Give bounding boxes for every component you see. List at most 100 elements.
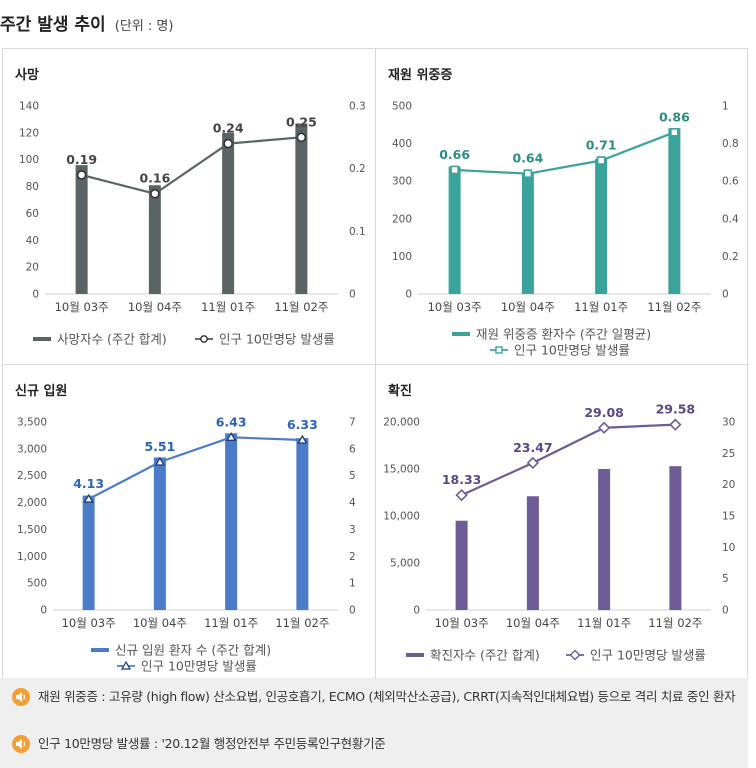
legend-bar-label: 확진자수 (주간 합계)	[430, 648, 540, 663]
legend-line-marker	[495, 346, 503, 354]
legend-bar-label: 사망자수 (주간 합계)	[57, 332, 167, 347]
y-left-tick-label: 120	[19, 127, 39, 139]
legend-bar-label: 신규 입원 환자 수 (주간 합계)	[115, 643, 271, 658]
x-tick-label: 10월 04주	[133, 616, 187, 630]
y-left-tick-label: 2,000	[17, 497, 47, 509]
bar	[526, 496, 539, 610]
data-label: 5.51	[144, 439, 175, 454]
chart-ventilator: 0 100 200 300 400 500 0 0.2 0.4 0.6 0.8 1 10월 03주 10월…	[392, 101, 739, 358]
bar	[82, 495, 95, 610]
y-right-tick-label: 0	[349, 289, 356, 301]
y-right-tick-label: 2	[349, 551, 356, 563]
y-left-tick-label: 200	[392, 213, 412, 225]
chart-grid: 사망 0 20 40 60 80 100 120 140 0 0.1 0.2 0.3 10월 03주 10…	[2, 48, 749, 681]
series-line	[461, 423, 676, 497]
y-left-tick-label: 1,500	[17, 524, 47, 536]
line-point	[526, 456, 540, 470]
x-tick-label: 10월 04주	[506, 616, 560, 630]
x-tick-label: 10월 03주	[55, 300, 109, 314]
chart-panel-admission: 신규 입원 0 500 1,000 1,500 2,000 2,500 3,000 3,500…	[3, 365, 376, 681]
series-line	[88, 436, 303, 501]
bar	[521, 172, 534, 294]
line-point	[83, 493, 94, 503]
y-right-tick-label: 6	[349, 443, 356, 455]
chart-panel-ventilator: 재원 위중증 0 100 200 300 400 500 0 0.2 0.4 0.6 0.8 1 10월…	[376, 49, 749, 365]
line-point	[670, 128, 679, 137]
y-left-tick-label: 1,000	[17, 551, 47, 563]
unit-label: (단위 : 명)	[114, 19, 174, 34]
bar	[225, 433, 238, 610]
y-left-tick-label: 500	[27, 578, 47, 590]
y-right-tick-label: 5	[349, 470, 356, 482]
bar	[669, 466, 682, 610]
legend-bar-label: 재원 위중증 환자수 (주간 일평균)	[476, 327, 651, 342]
line-point	[523, 169, 533, 178]
bar	[455, 520, 468, 610]
y-left-tick-label: 40	[26, 235, 39, 247]
legend-line-label: 인구 10만명당 발생률	[590, 648, 706, 663]
bar	[222, 132, 235, 294]
legend-line-label: 인구 10만명당 발생률	[141, 659, 257, 674]
speaker-icon	[12, 688, 30, 706]
legend-bar-swatch	[33, 337, 51, 341]
x-tick-label: 11월 02주	[274, 300, 328, 314]
line-point	[154, 456, 165, 466]
legend-bar-swatch	[91, 648, 109, 652]
data-label: 0.25	[286, 114, 317, 129]
y-right-tick-label: 0	[722, 289, 729, 301]
y-right-tick-label: 0.1	[349, 226, 366, 238]
legend-line-label: 인구 10만명당 발생률	[514, 343, 630, 358]
line-point	[596, 156, 606, 165]
y-left-tick-label: 3,500	[17, 417, 47, 429]
y-right-tick-label: 0.2	[349, 163, 366, 175]
y-left-tick-label: 80	[26, 181, 39, 193]
bar	[448, 166, 461, 294]
data-label: 0.19	[66, 152, 97, 167]
y-right-tick-label: 1	[349, 578, 356, 590]
chart-panel-confirmed: 확진 0 5,000 10,000 15,000 20,000 0 5 10 15 20 25 30 1…	[376, 365, 749, 681]
bar	[75, 165, 88, 294]
y-left-tick-label: 20	[26, 262, 39, 274]
y-right-tick-label: 5	[722, 573, 729, 585]
data-label: 0.71	[586, 138, 617, 153]
y-left-tick-label: 0	[405, 289, 412, 301]
x-tick-label: 10월 04주	[501, 300, 555, 314]
series-line	[454, 131, 675, 175]
chart-title: 사망	[15, 68, 39, 83]
y-right-tick-label: 30	[722, 417, 735, 429]
y-right-tick-label: 1	[722, 101, 729, 113]
y-right-tick-label: 20	[722, 479, 735, 491]
x-tick-label: 11월 01주	[574, 300, 628, 314]
series-line	[81, 136, 302, 195]
bar	[295, 123, 308, 294]
speaker-icon	[12, 735, 30, 753]
y-left-tick-label: 100	[392, 251, 412, 263]
y-left-tick-label: 140	[19, 101, 39, 113]
legend-bar-swatch	[406, 653, 424, 657]
chart-panel-death: 사망 0 20 40 60 80 100 120 140 0 0.1 0.2 0.3 10월 03주 10…	[3, 49, 376, 365]
line-point	[150, 188, 160, 199]
x-tick-label: 11월 02주	[647, 300, 701, 314]
chart-title: 신규 입원	[15, 384, 68, 399]
y-left-tick-label: 0	[40, 605, 47, 617]
legend-line-marker	[200, 335, 208, 343]
y-left-tick-label: 400	[392, 138, 412, 150]
y-left-tick-label: 300	[392, 176, 412, 188]
data-label: 0.16	[139, 171, 170, 186]
data-label: 0.64	[512, 151, 543, 166]
y-left-tick-label: 20,000	[383, 417, 420, 429]
data-label: 6.43	[216, 414, 247, 429]
line-point	[296, 132, 307, 143]
legend-line-marker	[120, 660, 132, 670]
chart-title: 확진	[388, 384, 412, 399]
y-right-tick-label: 0.6	[722, 176, 739, 188]
bar	[148, 185, 161, 294]
y-left-tick-label: 2,500	[17, 470, 47, 482]
line-point	[450, 165, 459, 175]
y-right-tick-label: 0.4	[722, 213, 739, 225]
x-tick-label: 11월 02주	[648, 616, 702, 630]
y-left-tick-label: 3,000	[17, 443, 47, 455]
bar	[296, 438, 309, 610]
y-right-tick-label: 10	[722, 542, 735, 554]
bar	[153, 457, 166, 610]
